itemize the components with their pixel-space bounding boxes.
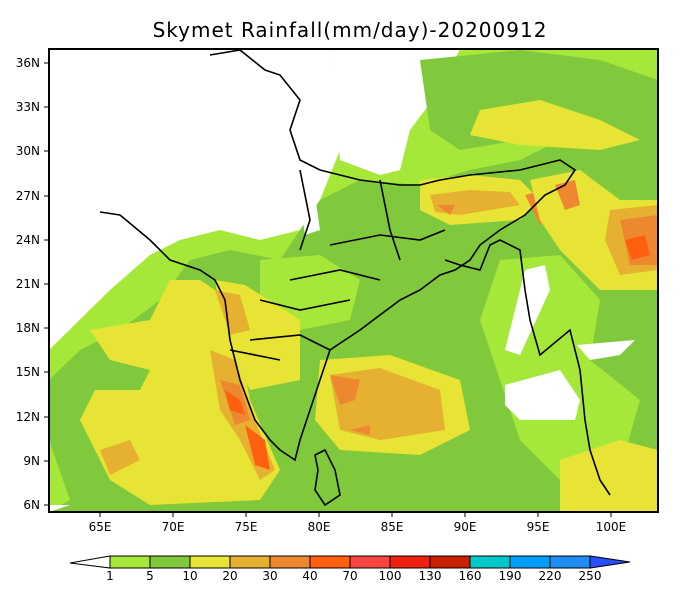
lat-label: 15N	[16, 365, 40, 379]
lat-label: 33N	[16, 100, 40, 114]
lon-label: 80E	[308, 520, 331, 534]
colorbar-label: 30	[262, 569, 277, 583]
colorbar-label: 190	[499, 569, 522, 583]
lat-label: 30N	[16, 144, 40, 158]
colorbar-label: 100	[379, 569, 402, 583]
colorbar-label: 220	[539, 569, 562, 583]
lat-label: 27N	[16, 189, 40, 203]
lon-label: 95E	[527, 520, 550, 534]
lat-label: 12N	[16, 410, 40, 424]
colorbar-label: 1	[106, 569, 114, 583]
colorbar-segment	[229, 555, 271, 569]
colorbar-label: 250	[579, 569, 602, 583]
colorbar-label: 40	[302, 569, 317, 583]
lat-label: 6N	[23, 498, 40, 512]
lon-axis: 65E 70E 75E 80E 85E 90E 95E 100E	[89, 512, 627, 534]
lon-label: 90E	[454, 520, 477, 534]
colorbar-segment	[269, 555, 311, 569]
colorbar-segment	[549, 555, 591, 569]
colorbar-label: 160	[459, 569, 482, 583]
colorbar-segment	[389, 555, 431, 569]
colorbar-segment	[429, 555, 471, 569]
lon-label: 65E	[89, 520, 112, 534]
lat-label: 21N	[16, 277, 40, 291]
colorbar-under-arrow	[69, 555, 111, 569]
lat-axis: 36N 33N 30N 27N 24N 21N 18N 15N 12N 9N 6…	[16, 56, 49, 512]
colorbar: 1 5 10 20 30 40 70 100 130 160 190 220 2…	[69, 555, 631, 583]
colorbar-segment	[349, 555, 391, 569]
colorbar-segment	[109, 555, 151, 569]
boundaries	[99, 49, 611, 507]
colorbar-label: 10	[182, 569, 197, 583]
map-title: Skymet Rainfall(mm/day)-20200912	[152, 18, 548, 42]
colorbar-over-arrow	[589, 555, 631, 569]
rainfall-contours	[49, 49, 658, 512]
colorbar-segment	[189, 555, 231, 569]
plot-frame	[48, 48, 659, 513]
lon-label: 85E	[381, 520, 404, 534]
colorbar-segment	[309, 555, 351, 569]
colorbar-segment	[469, 555, 511, 569]
lon-label: 100E	[596, 520, 627, 534]
lat-label: 24N	[16, 233, 40, 247]
lat-label: 18N	[16, 321, 40, 335]
colorbar-segment	[509, 555, 551, 569]
lon-label: 70E	[162, 520, 185, 534]
lat-label: 36N	[16, 56, 40, 70]
colorbar-label: 130	[419, 569, 442, 583]
lat-label: 9N	[23, 454, 40, 468]
colorbar-label: 70	[342, 569, 357, 583]
colorbar-segment	[149, 555, 191, 569]
colorbar-label: 20	[222, 569, 237, 583]
colorbar-label: 5	[146, 569, 154, 583]
lon-label: 75E	[235, 520, 258, 534]
